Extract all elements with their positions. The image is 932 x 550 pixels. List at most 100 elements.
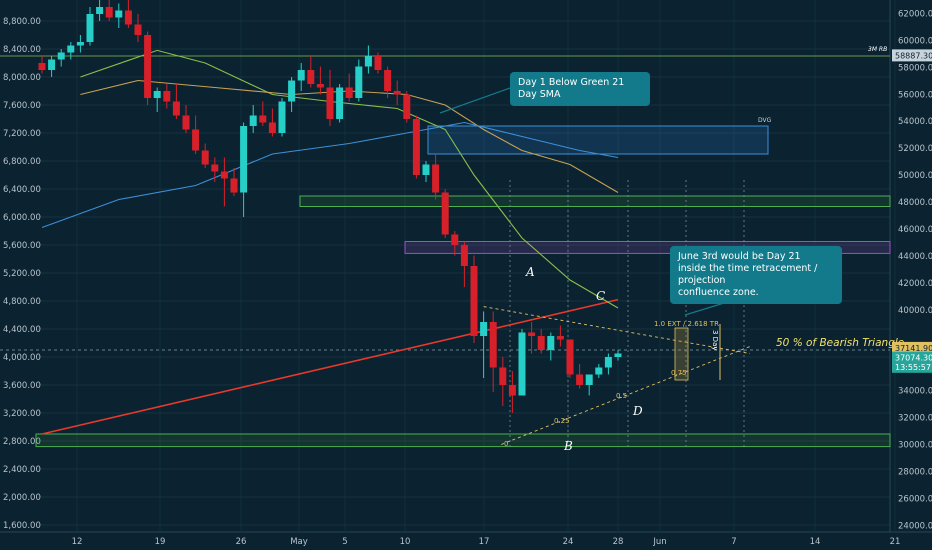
candle-body	[220, 171, 228, 179]
candle-body	[38, 63, 46, 70]
moving-average-line	[41, 121, 619, 229]
price-tag-text: 37074.30	[895, 354, 932, 363]
candle-body	[604, 357, 612, 368]
candle-body	[499, 367, 507, 385]
right-axis-tick-label: 28000.00	[898, 467, 932, 477]
candle-body	[345, 87, 353, 98]
candle-body	[422, 164, 430, 175]
fib-label: 0.5	[616, 392, 627, 400]
candle-body	[57, 52, 65, 60]
left-axis-tick-label: 3,200.00	[3, 409, 41, 419]
right-axis-tick-label: 32000.00	[898, 414, 932, 424]
candle-body	[460, 245, 468, 266]
right-axis-tick-label: 62000.00	[898, 9, 932, 19]
price-tag-bg	[892, 351, 932, 364]
x-axis-tick-label: 10	[400, 537, 411, 547]
candle-body	[278, 101, 286, 133]
left-axis-tick-label: 4,800.00	[3, 297, 41, 307]
callout-sma: Day 1 Below Green 21 Day SMA	[510, 72, 650, 106]
candle-body	[211, 164, 219, 172]
right-axis-tick-label: 46000.00	[898, 225, 932, 235]
right-axis-tick-label: 34000.00	[898, 387, 932, 397]
zone-box	[427, 125, 769, 155]
right-axis-tick-label: 44000.00	[898, 252, 932, 262]
candle-body	[316, 84, 324, 88]
x-axis-tick-label: 7	[731, 537, 736, 547]
candle-body	[96, 7, 104, 14]
left-axis-tick-label: 1,600.00	[3, 521, 41, 531]
right-axis-tick-label: 60000.00	[898, 36, 932, 46]
fib-label: 0.25	[554, 417, 570, 425]
price-tag-bg	[892, 341, 932, 354]
fib-label: 0	[504, 440, 508, 448]
candle-body	[249, 115, 257, 126]
candle-body	[86, 14, 94, 42]
callout-pointer	[439, 87, 511, 114]
zone-label: DVG	[758, 117, 772, 124]
x-axis-tick-label: 12	[72, 537, 83, 547]
zone-box	[299, 195, 891, 207]
price-tag-text: 58887.30	[895, 51, 932, 60]
left-axis-tick-label: 7,600.00	[3, 101, 41, 111]
triangle-lower-line	[501, 346, 751, 445]
candle-body	[307, 70, 315, 84]
left-axis-tick-label: 2,400.00	[3, 465, 41, 475]
left-axis-tick-label: 6,000.00	[3, 213, 41, 223]
left-axis-tick-label: 8,400.00	[3, 45, 41, 55]
x-axis-tick-label: 24	[563, 537, 574, 547]
x-axis-tick-label: 17	[479, 537, 490, 547]
candle-body	[268, 122, 276, 133]
candle-body	[566, 339, 574, 375]
x-axis-tick-label: Jun	[652, 537, 666, 547]
candle-body	[576, 374, 584, 385]
left-axis-tick-label: 3,600.00	[3, 381, 41, 391]
pattern-point-label: D	[632, 404, 643, 418]
candle-body	[201, 150, 209, 165]
candle-body	[614, 353, 622, 357]
right-axis-tick-label: 24000.00	[898, 521, 932, 531]
candle-body	[556, 336, 564, 340]
right-axis-tick-label: 56000.00	[898, 90, 932, 100]
callout-day21-line1: June 3rd would be Day 21	[678, 251, 801, 262]
price-tag-text: 37141.90	[895, 344, 932, 353]
right-axis-tick-label: 54000.00	[898, 117, 932, 127]
candle-body	[336, 87, 344, 119]
candle-body	[105, 7, 113, 18]
candle-body	[288, 80, 296, 102]
right-axis-tick-label: 42000.00	[898, 279, 932, 289]
left-axis-tick-label: 6,400.00	[3, 185, 41, 195]
x-axis-tick-label: 14	[810, 537, 821, 547]
x-axis-tick-label: 26	[236, 537, 247, 547]
x-axis-tick-label: 19	[155, 537, 166, 547]
candle-body	[432, 164, 440, 193]
candle-body	[374, 56, 382, 70]
left-axis-tick-label: 4,400.00	[3, 325, 41, 335]
candle-body	[115, 10, 123, 18]
left-axis-tick-label: 8,800.00	[3, 17, 41, 27]
callout-sma-text: Day 1 Below Green 21 Day SMA	[518, 77, 625, 100]
left-axis-tick-label: 2,000.00	[3, 493, 41, 503]
candle-body	[451, 234, 459, 245]
candle-body	[585, 374, 593, 385]
right-axis-tick-label: 48000.00	[898, 198, 932, 208]
fib-label: 0.75	[671, 369, 687, 377]
left-axis-tick-label: 8,000.00	[3, 73, 41, 83]
candle-body	[182, 115, 190, 130]
candle-body	[480, 322, 488, 336]
candle-body	[297, 70, 305, 81]
candle-body	[144, 35, 152, 98]
fib-label: 1.0 EXT / 2.618 TR	[654, 320, 719, 328]
left-axis-tick-label: 4,000.00	[3, 353, 41, 363]
candle-body	[124, 10, 132, 25]
candle-body	[403, 94, 411, 119]
right-axis-tick-label: 40000.00	[898, 306, 932, 316]
candle-body	[259, 115, 267, 123]
hline-label: 3M RB	[868, 46, 887, 53]
pattern-point-label: C	[596, 289, 605, 303]
price-tag-text: 13:55:57	[895, 363, 931, 372]
right-axis-tick-label: 30000.00	[898, 440, 932, 450]
candle-body	[134, 24, 142, 35]
pattern-point-label: A	[525, 265, 535, 279]
price-tag-bg	[892, 360, 932, 373]
